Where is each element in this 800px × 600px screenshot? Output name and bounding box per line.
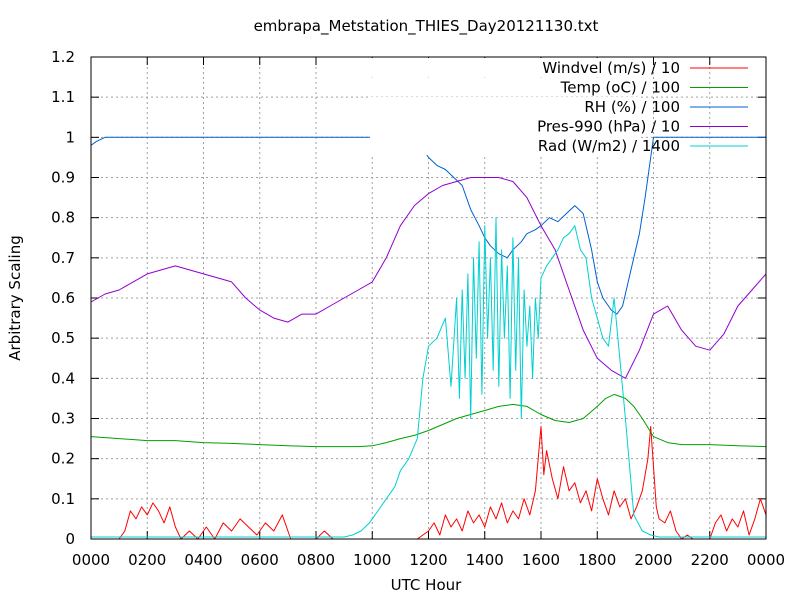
x-tick-label: 0400 <box>184 551 222 569</box>
x-tick-label: 1600 <box>522 551 560 569</box>
x-tick-label: 0000 <box>72 551 110 569</box>
y-tick-label: 0 <box>65 530 75 548</box>
x-tick-label: 1000 <box>353 551 391 569</box>
x-tick-label: 0600 <box>241 551 279 569</box>
x-axis-label: UTC Hour <box>391 576 462 594</box>
legend-bg <box>370 116 640 136</box>
legend-bg <box>370 97 640 116</box>
x-tick-label: 2000 <box>634 551 672 569</box>
legend-entry-label: Temp (oC) / 100 <box>560 79 680 97</box>
x-tick-label: 1400 <box>466 551 504 569</box>
y-tick-label: 1 <box>65 128 75 146</box>
y-axis-label: Arbitrary Scaling <box>6 235 24 361</box>
y-tick-label: 0.6 <box>51 289 75 307</box>
series-lines <box>90 136 767 540</box>
legend-bg <box>370 58 640 77</box>
series-line-4 <box>90 177 767 379</box>
legend-entry-label: Windvel (m/s) / 10 <box>542 59 680 77</box>
series-line-1 <box>91 426 767 540</box>
y-tick-label: 0.9 <box>51 169 75 187</box>
x-tick-label: 0200 <box>128 551 166 569</box>
y-tick-label: 1.1 <box>51 88 75 106</box>
chart-title: embrapa_Metstation_THIES_Day20121130.txt <box>254 17 599 36</box>
y-tick-label: 1.2 <box>51 48 75 66</box>
series-line-5 <box>91 217 766 538</box>
x-tick-label: 1200 <box>409 551 447 569</box>
y-tick-label: 0.1 <box>51 490 75 508</box>
x-tick-label: 2200 <box>691 551 729 569</box>
y-tick-label: 0.4 <box>51 369 75 387</box>
y-tick-label: 0.2 <box>51 450 75 468</box>
x-tick-label: 0800 <box>297 551 335 569</box>
x-tick-label: 0000 <box>747 551 785 569</box>
x-tick-label: 1800 <box>578 551 616 569</box>
axis-ticks: 0 0.1 0.2 0.3 0.4 0.5 0.6 0.7 0.8 0.9 1 1.1 1.2 0000 0… <box>51 48 785 569</box>
y-tick-label: 0.5 <box>51 329 75 347</box>
y-tick-label: 0.8 <box>51 209 75 227</box>
plot-frame <box>90 56 767 540</box>
legend-entry-label: RH (%) / 100 <box>584 98 680 116</box>
legend-entry-label: Pres-990 (hPa) / 10 <box>537 118 680 136</box>
y-tick-label: 0.3 <box>51 410 75 428</box>
legend-bg <box>370 77 640 97</box>
legend-entry-label: Rad (W/m2) / 1400 <box>538 137 680 155</box>
series-line-2 <box>90 393 767 448</box>
series-line-3 <box>90 136 766 315</box>
legend-bg <box>370 136 640 155</box>
y-tick-label: 0.7 <box>51 249 75 267</box>
